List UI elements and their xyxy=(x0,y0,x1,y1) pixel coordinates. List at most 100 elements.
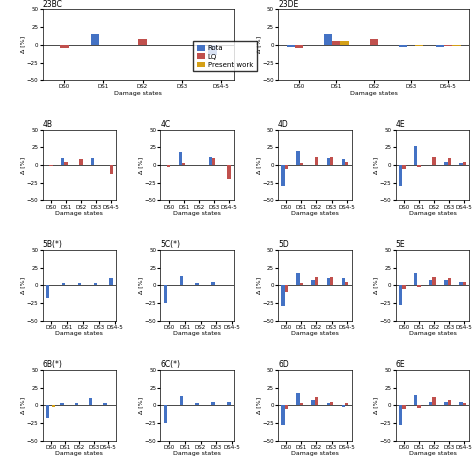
Y-axis label: Δ [%]: Δ [%] xyxy=(138,277,143,294)
X-axis label: Damage states: Damage states xyxy=(55,331,103,336)
X-axis label: Damage states: Damage states xyxy=(173,211,221,216)
Bar xyxy=(75,403,78,405)
Bar xyxy=(342,159,345,165)
Bar xyxy=(285,285,288,292)
Bar xyxy=(49,165,53,166)
Bar xyxy=(80,159,83,165)
Bar xyxy=(296,273,300,285)
Bar xyxy=(330,156,333,165)
Bar xyxy=(180,396,183,405)
Bar xyxy=(432,397,436,405)
Y-axis label: Δ [%]: Δ [%] xyxy=(138,156,143,173)
Bar xyxy=(167,165,170,167)
Bar xyxy=(463,282,466,285)
Y-axis label: Δ [%]: Δ [%] xyxy=(374,397,379,414)
Bar xyxy=(64,162,68,165)
Bar xyxy=(311,280,315,285)
Bar xyxy=(444,402,447,405)
X-axis label: Damage states: Damage states xyxy=(350,91,398,96)
Bar xyxy=(459,282,463,285)
Bar xyxy=(91,158,94,165)
Y-axis label: Δ [%]: Δ [%] xyxy=(374,277,379,294)
Text: 23BC: 23BC xyxy=(43,0,63,9)
Bar xyxy=(315,277,318,285)
Text: 5C(*): 5C(*) xyxy=(160,240,180,249)
Bar xyxy=(444,280,447,285)
Bar xyxy=(402,285,406,289)
Bar xyxy=(432,277,436,285)
Bar xyxy=(418,165,421,167)
Bar xyxy=(212,158,216,165)
Bar xyxy=(282,165,285,186)
Bar xyxy=(208,45,217,55)
Bar xyxy=(52,405,55,407)
Bar xyxy=(459,163,463,165)
Bar xyxy=(452,45,461,46)
Bar xyxy=(447,278,451,285)
Bar xyxy=(179,152,182,165)
Bar xyxy=(282,285,285,307)
Bar xyxy=(61,158,64,165)
Bar xyxy=(300,283,303,285)
Bar xyxy=(418,285,421,287)
Bar xyxy=(62,283,65,285)
Bar xyxy=(414,273,418,285)
Bar xyxy=(89,398,92,405)
Text: 5E: 5E xyxy=(396,240,405,249)
Bar xyxy=(340,41,349,45)
Bar xyxy=(444,45,452,46)
X-axis label: Damage states: Damage states xyxy=(55,451,103,456)
Bar xyxy=(182,163,185,165)
Text: 23DE: 23DE xyxy=(278,0,298,9)
Bar xyxy=(429,280,432,285)
Y-axis label: Δ [%]: Δ [%] xyxy=(20,36,26,54)
X-axis label: Damage states: Damage states xyxy=(114,91,162,96)
Text: 4C: 4C xyxy=(160,120,171,129)
Bar xyxy=(138,39,147,45)
Bar xyxy=(459,402,463,405)
Bar xyxy=(370,39,378,45)
Bar xyxy=(345,403,348,405)
X-axis label: Damage states: Damage states xyxy=(291,211,339,216)
Bar xyxy=(164,285,167,303)
Bar xyxy=(327,158,330,165)
Bar xyxy=(296,393,300,405)
Bar xyxy=(315,397,318,405)
Bar xyxy=(414,146,418,165)
Bar xyxy=(345,282,348,285)
Bar xyxy=(342,405,345,407)
X-axis label: Damage states: Damage states xyxy=(55,211,103,216)
Y-axis label: Δ [%]: Δ [%] xyxy=(20,397,26,414)
Text: 6E: 6E xyxy=(396,360,405,369)
Bar xyxy=(327,403,330,405)
Bar xyxy=(327,278,330,285)
Text: 6D: 6D xyxy=(278,360,289,369)
Bar xyxy=(463,162,466,165)
Bar xyxy=(164,405,167,423)
Bar xyxy=(296,151,300,165)
Bar xyxy=(447,158,451,165)
Bar xyxy=(414,395,418,405)
Bar xyxy=(295,45,303,48)
Bar xyxy=(93,283,97,285)
Y-axis label: Δ [%]: Δ [%] xyxy=(256,397,261,414)
Bar xyxy=(399,165,402,186)
Bar xyxy=(418,405,421,408)
Text: 4E: 4E xyxy=(396,120,405,129)
Bar xyxy=(180,276,183,285)
Y-axis label: Δ [%]: Δ [%] xyxy=(374,156,379,173)
Bar xyxy=(432,156,436,165)
Bar xyxy=(227,165,230,179)
Bar xyxy=(109,278,113,285)
Bar xyxy=(211,282,215,285)
Bar xyxy=(330,402,333,405)
Bar xyxy=(402,405,406,409)
Bar xyxy=(399,405,402,425)
Bar xyxy=(209,156,212,165)
Text: 4B: 4B xyxy=(43,120,53,129)
Bar xyxy=(60,403,64,405)
Text: 4D: 4D xyxy=(278,120,289,129)
Bar xyxy=(436,45,444,47)
Bar xyxy=(282,405,285,425)
Bar xyxy=(324,34,332,45)
